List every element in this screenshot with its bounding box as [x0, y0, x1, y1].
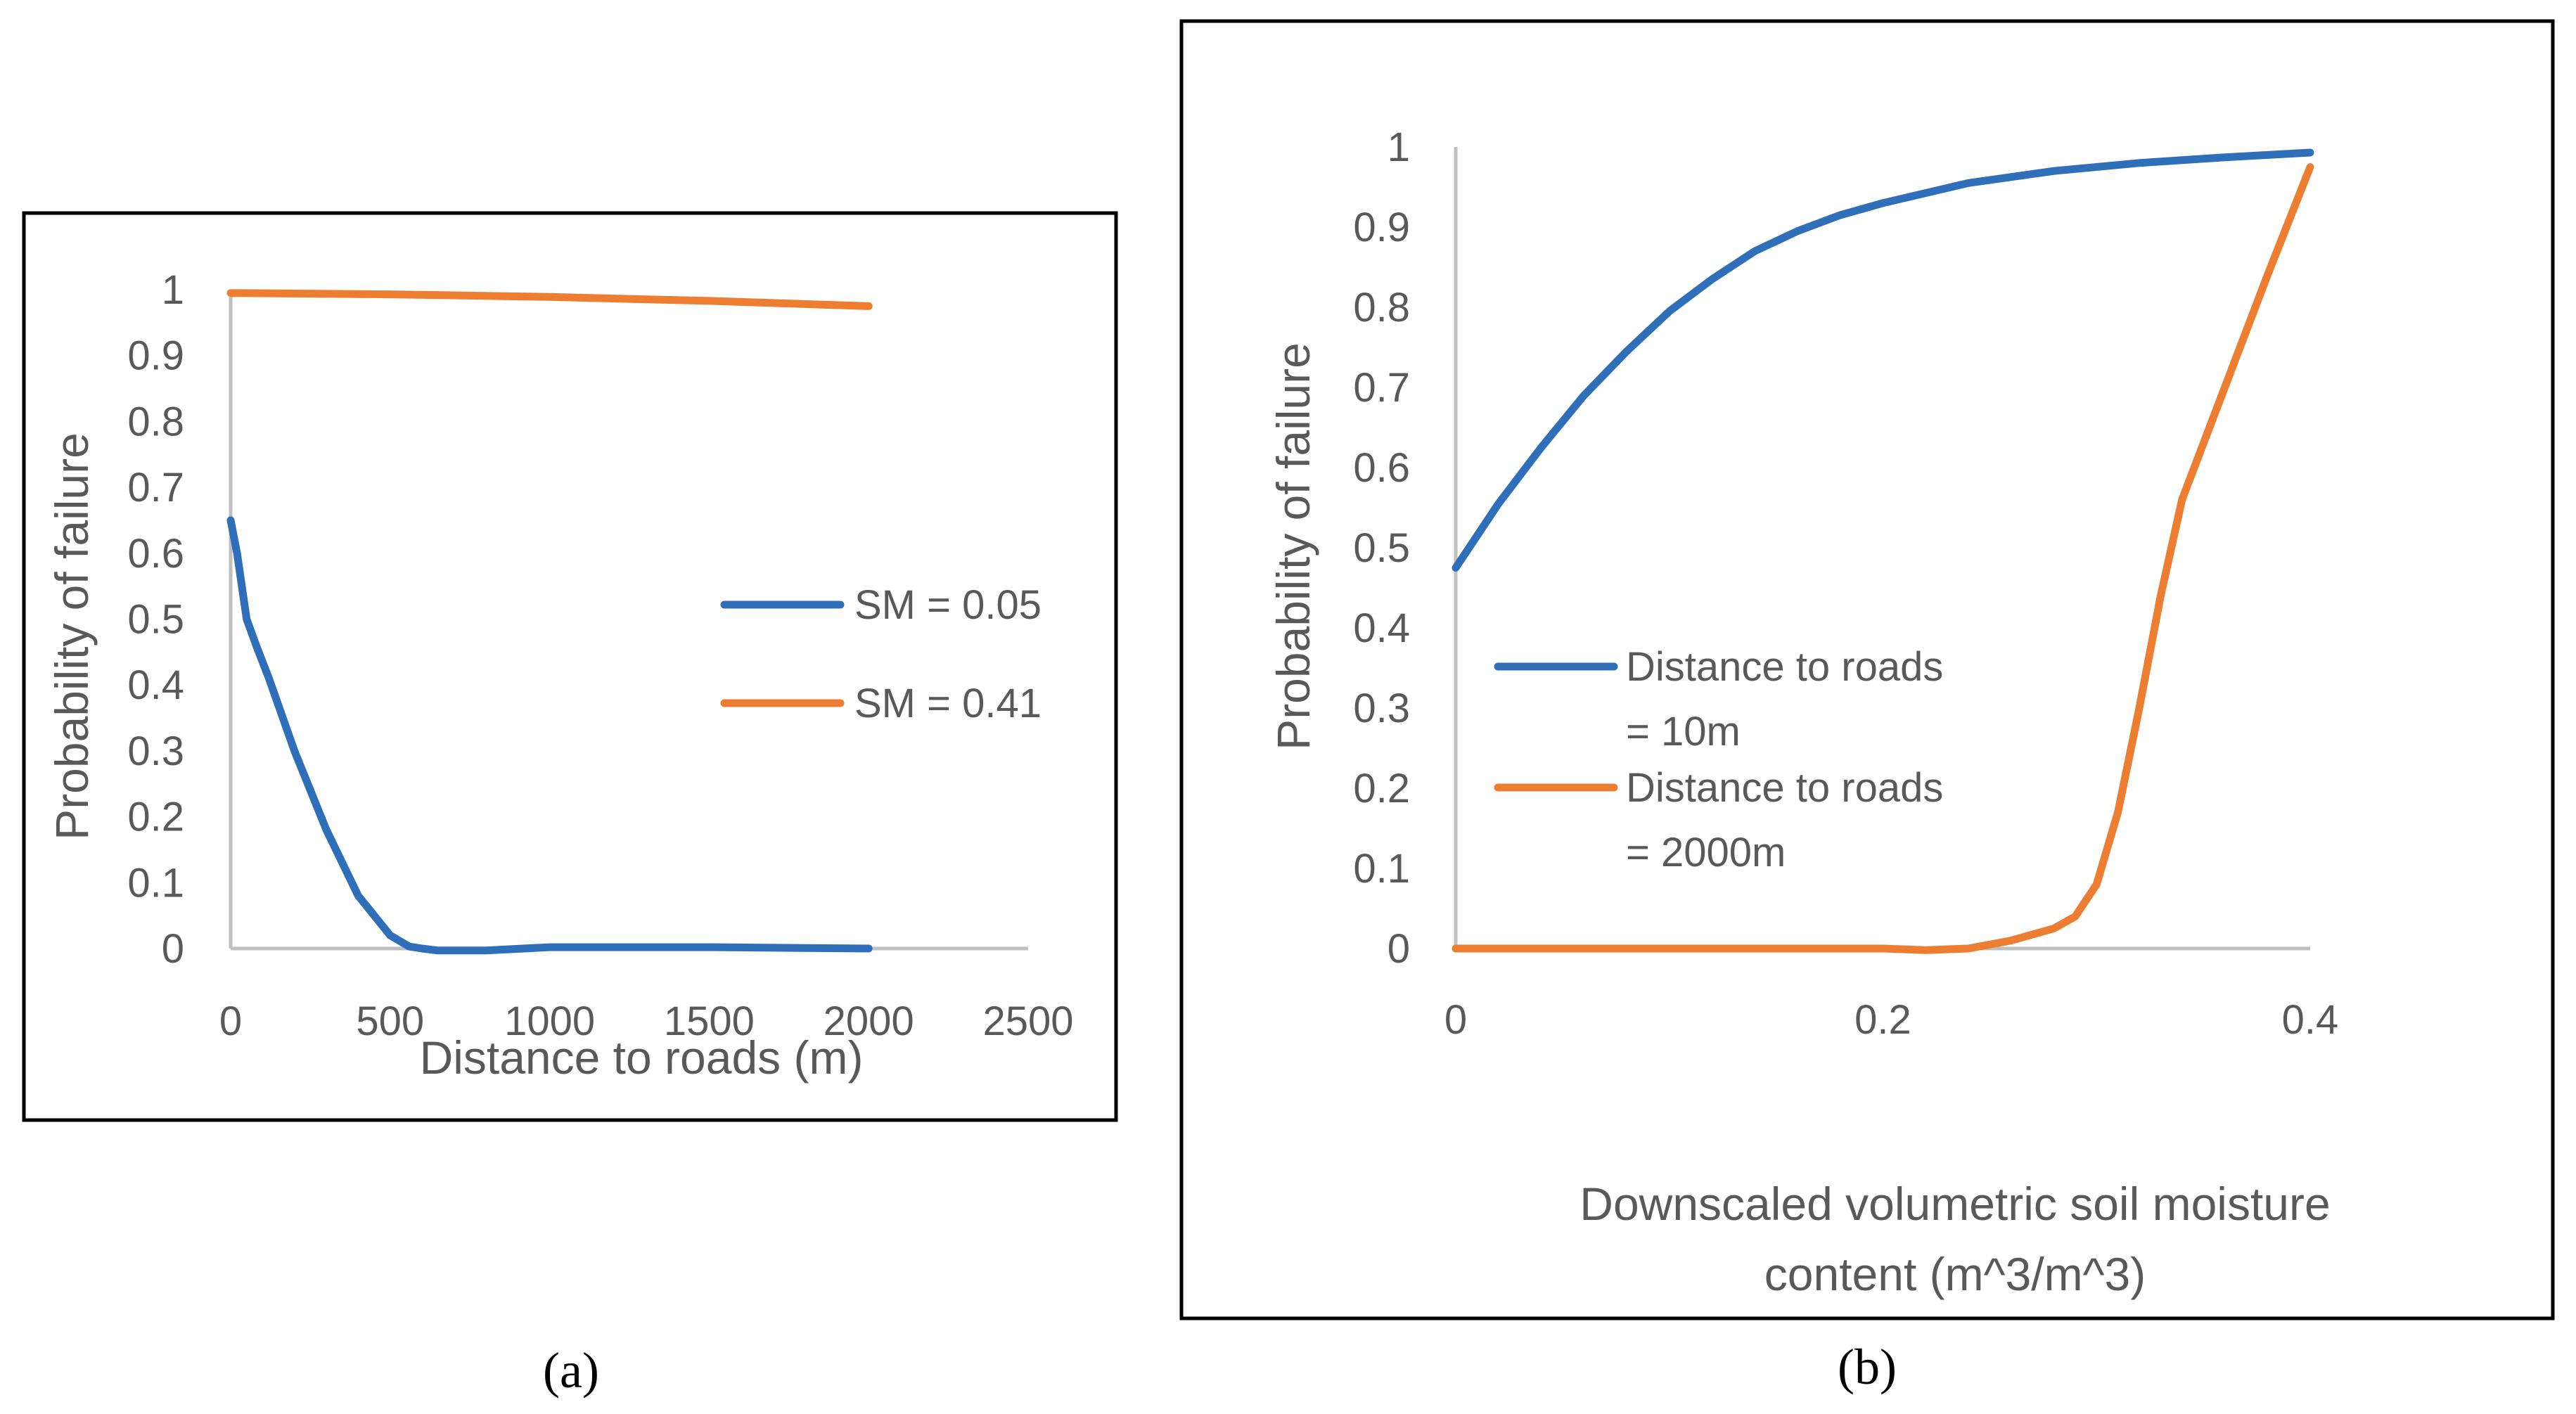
- y-tick-label: 1: [162, 267, 184, 313]
- x-tick-label: 2000: [824, 998, 914, 1044]
- panel-a-x-axis-title: Distance to roads (m): [420, 1031, 864, 1084]
- legend-label-1: SM = 0.05: [854, 582, 1042, 628]
- panel-a-x-tick-labels: 0 500 1000 1500 2000 2500: [219, 998, 1074, 1044]
- panel-a-caption: (a): [543, 1342, 599, 1399]
- legend-label-1: = 10m: [1626, 709, 1741, 754]
- x-tick-label: 1500: [664, 998, 755, 1044]
- y-tick-label: 0.9: [1353, 205, 1410, 250]
- y-tick-label: 0.1: [1353, 846, 1410, 892]
- series-line-1: [226, 516, 873, 955]
- panel-b-x-axis-title-line-2: content (m^3/m^3): [1764, 1248, 2146, 1300]
- panel-b-legend: Distance to roads = 10m Distance to roads =…: [1494, 644, 1943, 875]
- legend-label-2: Distance to roads: [1626, 765, 1943, 811]
- series-line-2: [1452, 163, 2314, 954]
- y-tick-label: 0.2: [127, 795, 184, 840]
- panel-b-series: [1452, 148, 2314, 954]
- y-tick-label: 0.5: [1353, 525, 1410, 571]
- x-tick-label: 0: [219, 998, 242, 1044]
- panel-b-y-axis-title: Probability of failure: [1267, 342, 1319, 750]
- series-line-2: [226, 289, 873, 310]
- legend-label-2: SM = 0.41: [854, 681, 1042, 726]
- y-tick-label: 0: [162, 926, 184, 972]
- panel-b-caption: (b): [1838, 1339, 1897, 1395]
- y-tick-label: 0.3: [127, 728, 184, 774]
- y-tick-label: 0.5: [127, 597, 184, 643]
- panel-b-frame: [1179, 19, 2555, 1320]
- x-tick-label: 0.2: [1854, 997, 1911, 1043]
- panel-a-y-axis-title: Probability of failure: [46, 432, 98, 840]
- y-tick-label: 0.9: [127, 333, 184, 379]
- y-tick-label: 0.6: [1353, 445, 1410, 491]
- y-tick-label: 0.3: [1353, 686, 1410, 731]
- x-tick-label: 0.4: [2282, 997, 2339, 1043]
- y-tick-label: 0.4: [127, 662, 184, 708]
- x-tick-label: 2500: [982, 998, 1073, 1044]
- x-tick-label: 500: [356, 998, 424, 1044]
- panel-a-legend: SM = 0.05 SM = 0.41: [720, 582, 1042, 726]
- panel-b-x-tick-labels: 0 0.2 0.4: [1444, 997, 2338, 1043]
- x-tick-label: 1000: [504, 998, 595, 1044]
- panel-a-frame: [22, 211, 1118, 1122]
- chart-panel-a: 0 0.1 0.2 0.3 0.4 0.5 0.6 0.7 0.8 0.9 1 0 500 1000 15…: [22, 211, 1118, 1122]
- panel-a-series: [226, 289, 873, 955]
- y-tick-label: 0.7: [127, 465, 184, 510]
- panel-b-x-axis-title-line-1: Downscaled volumetric soil moisture: [1579, 1178, 2330, 1230]
- y-tick-label: 0.6: [127, 531, 184, 577]
- panel-b-y-tick-labels: 0 0.1 0.2 0.3 0.4 0.5 0.6 0.7 0.8 0.9 1: [1353, 124, 1410, 972]
- y-tick-label: 0: [1388, 926, 1410, 972]
- legend-label-2: = 2000m: [1626, 830, 1786, 875]
- y-tick-label: 0.1: [127, 860, 184, 906]
- y-tick-label: 0.2: [1353, 766, 1410, 811]
- y-tick-label: 1: [1388, 124, 1410, 170]
- y-tick-label: 0.4: [1353, 605, 1410, 651]
- series-line-1: [1452, 148, 2314, 572]
- y-tick-label: 0.7: [1353, 365, 1410, 411]
- legend-label-1: Distance to roads: [1626, 644, 1943, 690]
- y-tick-label: 0.8: [1353, 285, 1410, 330]
- y-tick-label: 0.8: [127, 399, 184, 444]
- chart-panel-b: 0 0.1 0.2 0.3 0.4 0.5 0.6 0.7 0.8 0.9 1 0 0.2 0.4 Di…: [1179, 19, 2555, 1320]
- x-tick-label: 0: [1444, 997, 1467, 1043]
- panel-a-y-tick-labels: 0 0.1 0.2 0.3 0.4 0.5 0.6 0.7 0.8 0.9 1: [127, 267, 184, 972]
